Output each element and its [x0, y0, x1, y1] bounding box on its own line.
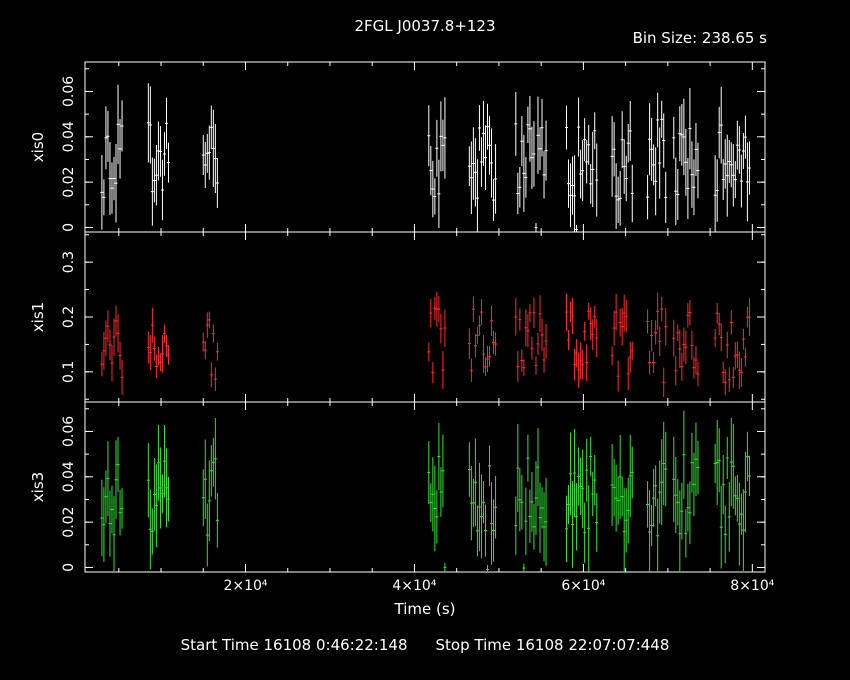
xis0-ytick-label: 0.04	[61, 121, 77, 152]
bin-size-label: Bin Size: 238.65 s	[632, 29, 767, 47]
xis1-ytick-label: 0.1	[61, 361, 77, 383]
xis0-panel-frame	[84, 61, 766, 233]
xis0-ytick-label: 0	[61, 223, 77, 232]
xis0-axis-label: xis0	[29, 132, 47, 162]
xtick-label: 2×10⁴	[223, 578, 267, 594]
xis0-ytick-label: 0.06	[61, 76, 77, 107]
start-time-label: Start Time 16108 0:46:22:148	[180, 636, 408, 654]
xis1-ytick-label: 0.3	[61, 251, 77, 273]
stop-time-label: Stop Time 16108 22:07:07:448	[435, 636, 670, 654]
time-range-footer: Start Time 16108 0:46:22:148 Stop Time 16…	[0, 636, 850, 654]
xtick-label: 4×10⁴	[392, 578, 436, 594]
xis0-ytick-label: 0.02	[61, 167, 77, 198]
x-axis-label: Time (s)	[394, 600, 456, 618]
xis3-ytick-label: 0	[61, 563, 77, 572]
xis3-panel-frame	[84, 401, 766, 573]
xtick-label: 6×10⁴	[561, 578, 605, 594]
xis3-ytick-label: 0.02	[61, 507, 77, 538]
xis1-panel-frame	[84, 231, 766, 403]
xis1-axis-label: xis1	[29, 302, 47, 332]
xtick-label: 8×10⁴	[730, 578, 774, 594]
xis1-ytick-label: 0.2	[61, 306, 77, 328]
xis3-ytick-label: 0.04	[61, 461, 77, 492]
xis3-axis-label: xis3	[29, 472, 47, 502]
xis3-ytick-label: 0.06	[61, 416, 77, 447]
chart-title: 2FGL J0037.8+123	[354, 17, 496, 35]
